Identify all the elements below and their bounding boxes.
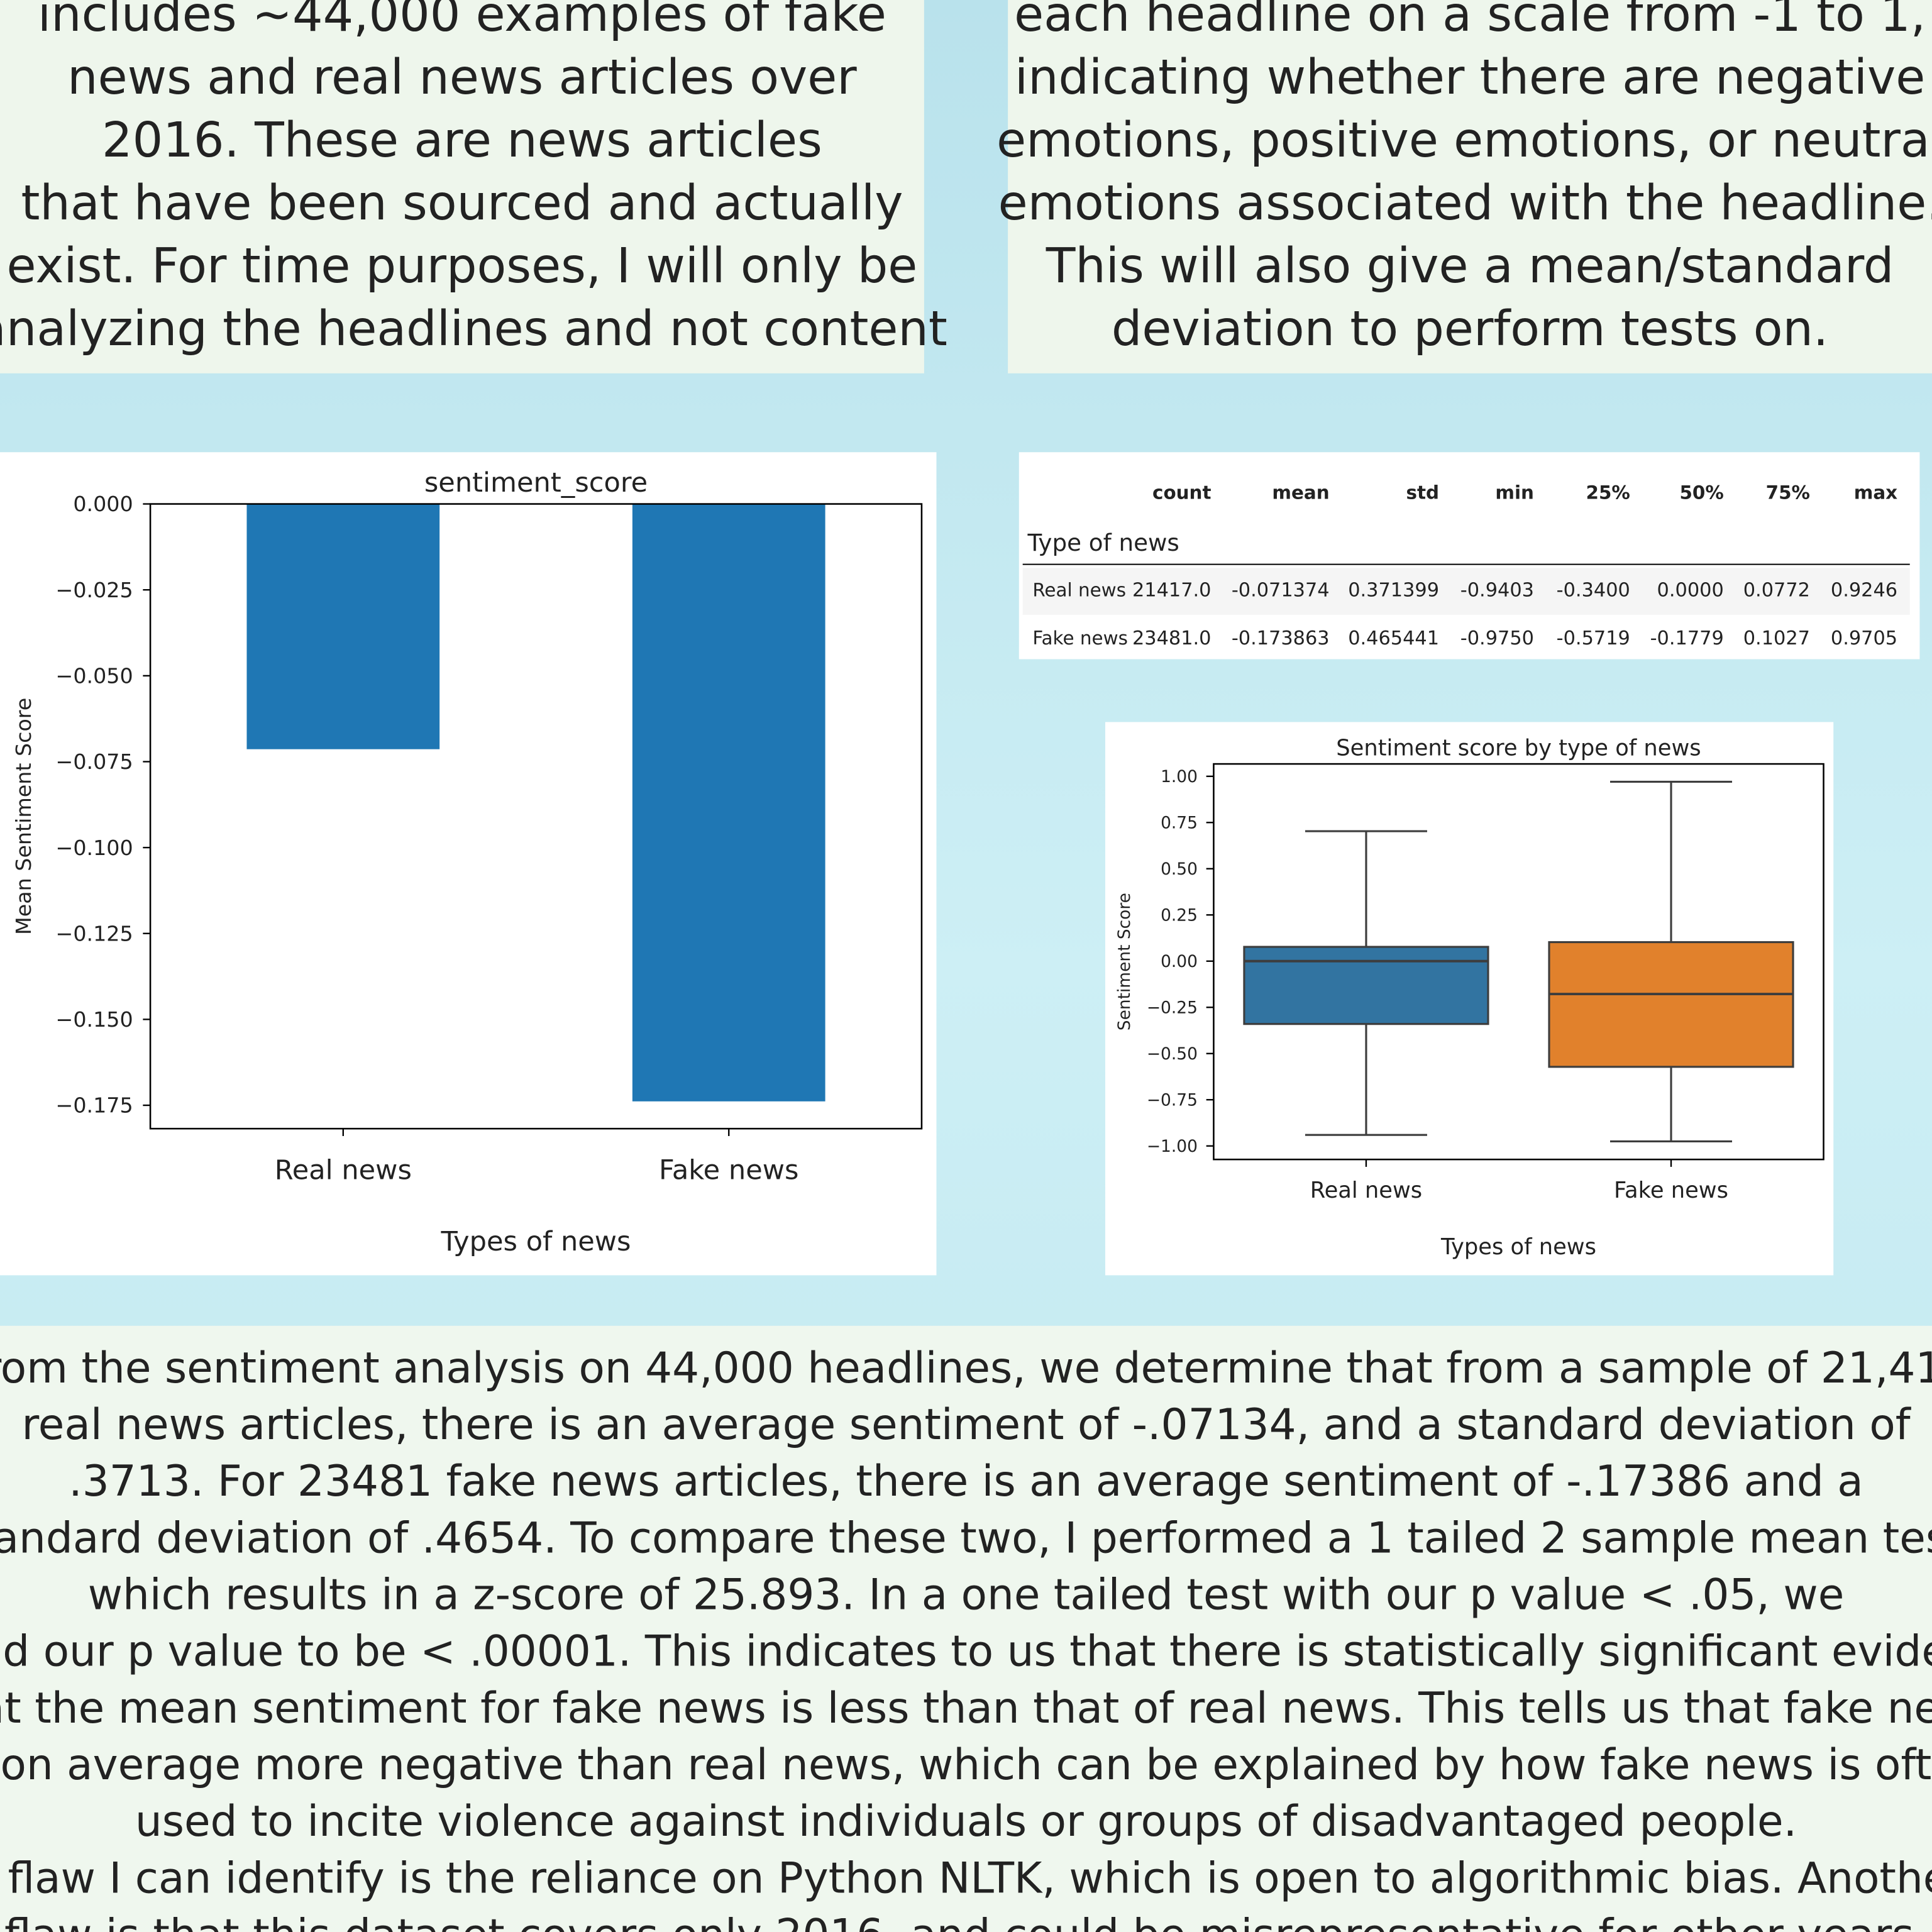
table-cell: -0.071374 <box>1232 580 1330 602</box>
text-line: From the sentiment analysis on 44,000 he… <box>0 1343 1932 1393</box>
text-line: This will also give a mean/standard <box>1046 238 1894 294</box>
plot-frame <box>149 503 923 1130</box>
text-line: found our p value to be < .00001. This i… <box>0 1626 1932 1676</box>
table-cell: -0.1779 <box>1650 627 1724 649</box>
table-cell: -0.5719 <box>1557 627 1630 649</box>
y-tick-label: −0.125 <box>55 921 133 946</box>
x-tick-label: Fake news <box>1614 1178 1728 1203</box>
y-tick-label: 0.75 <box>1161 814 1198 833</box>
box <box>1548 941 1794 1068</box>
table-cell: 0.9705 <box>1831 627 1897 649</box>
table-cell: 0.0000 <box>1657 580 1724 602</box>
x-tick-label: Real news <box>275 1155 412 1186</box>
table-cell: 0.0772 <box>1743 580 1810 602</box>
text-line: each headline on a scale from -1 to 1, <box>1014 0 1926 43</box>
text-panel <box>1008 0 1932 373</box>
chart-title: sentiment_score <box>424 467 648 499</box>
y-axis-label: Mean Sentiment Score <box>11 698 36 935</box>
y-tick-label: −0.050 <box>55 664 133 688</box>
y-axis-label: Sentiment Score <box>1115 893 1134 1030</box>
table-cell: 0.371399 <box>1348 580 1439 602</box>
table-header: 50% <box>1679 482 1723 504</box>
table-index-name: Type of news <box>1027 529 1179 556</box>
table-cell: 0.9246 <box>1831 580 1897 602</box>
table-header: count <box>1152 482 1211 504</box>
y-tick-label: −0.75 <box>1147 1090 1198 1110</box>
text-panel <box>0 1325 1932 1932</box>
y-tick-label: −0.150 <box>55 1007 133 1032</box>
table-cell: -0.9750 <box>1460 627 1534 649</box>
table-row-label: Fake news <box>1032 627 1128 649</box>
text-line: indicating whether there are negative <box>1015 50 1925 106</box>
y-tick-label: −0.50 <box>1147 1044 1198 1064</box>
y-tick-label: 1.00 <box>1161 767 1198 787</box>
table-cell: 23481.0 <box>1132 627 1212 649</box>
text-line: exist. For time purposes, I will only be <box>7 238 918 294</box>
text-line: includes ~44,000 examples of fake <box>38 0 886 43</box>
x-axis-label: Types of news <box>1440 1234 1596 1260</box>
text-line: emotions, positive emotions, or neutral <box>996 113 1932 168</box>
table-header: min <box>1495 482 1534 504</box>
y-tick-label: −0.025 <box>55 578 133 602</box>
y-tick-label: −0.075 <box>55 749 133 774</box>
text-line: that the mean sentiment for fake news is… <box>0 1683 1932 1733</box>
y-tick-label: −0.100 <box>55 836 133 860</box>
text-line: .3713. For 23481 fake news articles, the… <box>69 1456 1863 1506</box>
x-axis-label: Types of news <box>441 1226 631 1257</box>
text-line: news and real news articles over <box>67 50 857 106</box>
y-tick-label: −0.175 <box>55 1093 133 1118</box>
table-row-bg <box>1022 568 1910 615</box>
text-line: IS on average more negative than real ne… <box>0 1740 1932 1789</box>
x-tick-label: Real news <box>1310 1178 1423 1203</box>
text-line: analyzing the headlines and not content <box>0 301 947 357</box>
text-line: flaw is that this dataset covers only 20… <box>4 1909 1928 1932</box>
table-header: max <box>1854 482 1897 504</box>
table-cell: -0.3400 <box>1557 580 1630 602</box>
table-panel <box>1018 452 1920 660</box>
chart-title: Sentiment score by type of news <box>1336 735 1701 761</box>
table-row-label: Real news <box>1032 580 1126 601</box>
table-cell: -0.9403 <box>1460 580 1534 602</box>
x-tick-label: Fake news <box>659 1155 798 1186</box>
y-tick-label: 0.25 <box>1161 906 1198 925</box>
y-tick-label: −0.25 <box>1147 998 1198 1018</box>
text-line: which results in a z-score of 25.893. In… <box>88 1570 1845 1620</box>
text-line: that have been sourced and actually <box>21 175 903 231</box>
table-header: 75% <box>1766 482 1810 504</box>
y-tick-label: 0.00 <box>1161 952 1198 971</box>
table-cell: 0.1027 <box>1743 627 1810 649</box>
text-line: emotions associated with the headline. <box>998 175 1932 231</box>
table-cell: 21417.0 <box>1132 580 1212 602</box>
text-panel <box>0 0 924 373</box>
bar <box>632 504 825 1101</box>
text-line: standard deviation of .4654. To compare … <box>0 1513 1932 1562</box>
text-line: real news articles, there is an average … <box>22 1399 1912 1449</box>
table-header: std <box>1406 482 1440 504</box>
y-tick-label: −1.00 <box>1147 1137 1198 1156</box>
text-line: A flaw I can identify is the reliance on… <box>0 1853 1932 1902</box>
text-line: 2016. These are news articles <box>102 113 822 168</box>
text-line: deviation to perform tests on. <box>1112 301 1828 357</box>
y-tick-label: 0.50 <box>1161 859 1198 879</box>
table-header: mean <box>1272 482 1329 504</box>
table-cell: -0.173863 <box>1232 627 1330 649</box>
text-line: used to incite violence against individu… <box>135 1796 1797 1846</box>
box <box>1243 946 1489 1025</box>
table-cell: 0.465441 <box>1348 627 1439 649</box>
y-tick-label: 0.000 <box>73 492 133 516</box>
table-header: 25% <box>1586 482 1630 504</box>
bar <box>246 504 440 749</box>
